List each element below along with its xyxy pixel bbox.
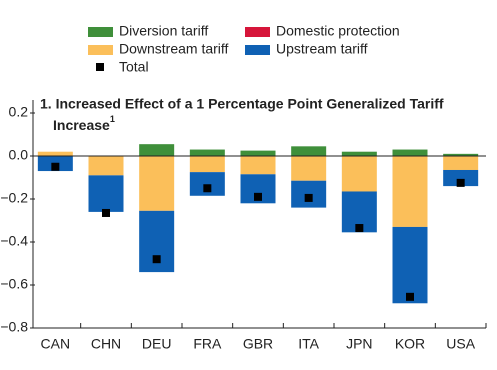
footnote-marker: 1	[110, 114, 115, 124]
total-marker	[51, 162, 60, 171]
legend-label: Diversion tariff	[119, 23, 208, 39]
y-tick-label: 0.0	[9, 147, 29, 163]
legend-label: Total	[119, 59, 149, 75]
bar-segment	[443, 169, 479, 187]
bar-segment	[139, 144, 175, 156]
legend-label: Downstream tariff	[119, 41, 229, 57]
bar-segment	[341, 151, 377, 156]
y-tick-label: −0.2	[0, 190, 28, 206]
bar-segment	[189, 156, 225, 173]
legend-swatch	[245, 27, 270, 37]
bar-segment	[392, 226, 428, 304]
bar-segment	[291, 146, 327, 156]
y-tick-label: −0.6	[0, 276, 28, 292]
bar-segment	[240, 150, 276, 156]
bar-segment	[291, 156, 327, 181]
bar-segment	[392, 156, 428, 227]
legend-swatch	[96, 63, 104, 71]
bar-segment	[37, 151, 73, 156]
legend-label: Domestic protection	[276, 23, 400, 39]
bar-segment	[341, 156, 377, 192]
x-tick-label: ITA	[298, 336, 319, 352]
bar-segment	[443, 153, 479, 156]
total-marker	[406, 292, 414, 301]
total-marker	[152, 255, 161, 264]
legend-label: Upstream tariff	[276, 41, 368, 57]
chart-title: 1. Increased Effect of a 1 Percentage Po…	[40, 96, 444, 112]
bar-segment	[139, 156, 175, 211]
x-tick-label: CHN	[91, 336, 121, 352]
chart-title-line: Increase	[53, 117, 110, 133]
legend-swatch	[88, 27, 113, 37]
bar-segment	[189, 172, 225, 196]
chart-title: Increase1	[53, 114, 115, 132]
total-marker	[456, 178, 465, 187]
y-tick-label: −0.4	[0, 233, 28, 249]
bar-segment	[189, 149, 225, 156]
y-tick-label: 0.2	[9, 104, 29, 120]
bar-segment	[88, 156, 124, 176]
x-tick-label: USA	[446, 336, 475, 352]
x-tick-label: JPN	[346, 336, 372, 352]
x-tick-label: KOR	[395, 336, 425, 352]
total-marker	[355, 224, 364, 233]
bar-segment	[240, 156, 276, 175]
total-marker	[203, 184, 212, 193]
y-tick-label: −0.8	[0, 319, 28, 335]
x-tick-label: FRA	[193, 336, 222, 352]
total-marker	[254, 192, 262, 201]
legend-swatch	[88, 45, 113, 55]
total-marker	[304, 193, 313, 202]
x-tick-label: CAN	[41, 336, 71, 352]
total-marker	[102, 208, 110, 217]
legend-swatch	[245, 45, 270, 55]
bar-segment	[88, 175, 124, 212]
x-tick-label: GBR	[243, 336, 273, 352]
x-tick-label: DEU	[142, 336, 172, 352]
bar-segment	[392, 149, 428, 156]
bar-segment	[443, 156, 479, 170]
